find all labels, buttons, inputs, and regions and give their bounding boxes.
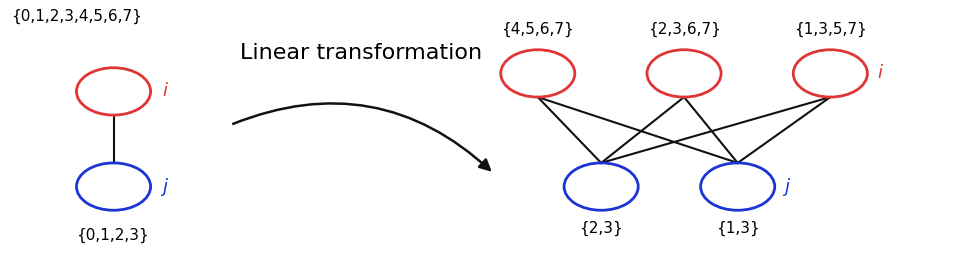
Text: i: i <box>876 64 881 82</box>
Text: j: j <box>784 178 788 196</box>
Text: {2,3,6,7}: {2,3,6,7} <box>647 22 720 37</box>
Text: {2,3}: {2,3} <box>578 220 622 236</box>
Text: i: i <box>162 82 167 100</box>
Text: j: j <box>162 178 167 196</box>
Text: {4,5,6,7}: {4,5,6,7} <box>501 22 573 37</box>
Text: Linear transformation: Linear transformation <box>240 43 482 63</box>
Text: {0,1,2,3}: {0,1,2,3} <box>76 228 149 243</box>
Text: {0,1,2,3,4,5,6,7}: {0,1,2,3,4,5,6,7} <box>11 9 142 24</box>
Text: {1,3}: {1,3} <box>715 220 759 236</box>
Text: {1,3,5,7}: {1,3,5,7} <box>793 22 866 37</box>
